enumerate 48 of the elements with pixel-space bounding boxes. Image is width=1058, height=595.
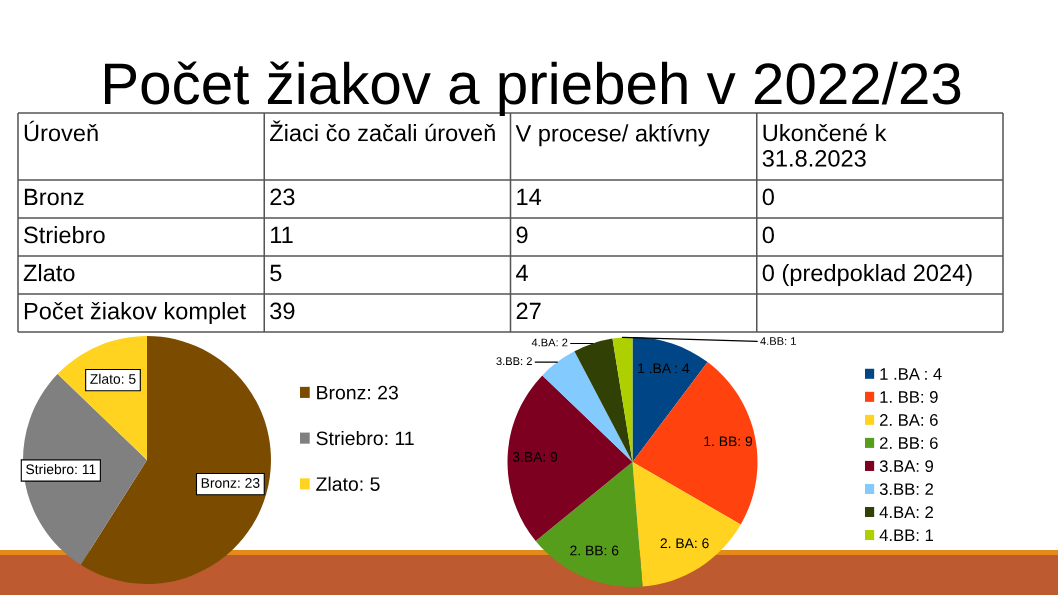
text: 0 — [762, 188, 774, 206]
text: 27 — [516, 302, 541, 320]
data-label: Bronz: 23 — [201, 478, 260, 488]
category-label: Zlato — [23, 263, 75, 282]
pie-slice — [80, 336, 271, 584]
text: Úroveň — [24, 120, 98, 142]
data-label: 4.BB: 1 — [760, 337, 796, 345]
data-label: 3.BB: 2 — [496, 357, 532, 366]
text: 39 — [270, 302, 295, 320]
data-label: 2. BA: 6 — [660, 538, 709, 549]
text: 9 — [516, 226, 528, 244]
data-label: 2. BB: 6 — [570, 545, 619, 556]
legend-label: 2. BB: 6 — [880, 437, 938, 449]
category-label: Počet žiakov komplet — [24, 301, 246, 325]
text: 0 — [762, 226, 774, 244]
legend-label: Bronz: 23 — [317, 385, 398, 400]
data-label: 1. BB: 9 — [704, 436, 753, 447]
category-label: Striebro — [24, 226, 105, 244]
data-label: Striebro: 11 — [26, 463, 96, 475]
text: Počet žiakov a priebeh v 2022/23 — [105, 61, 961, 117]
text: 0 (predpoklad 2024) — [762, 263, 972, 286]
category-label: Bronz — [24, 188, 84, 206]
pie-slice — [632, 462, 741, 587]
legend-label: 1 .BA : 4 — [880, 368, 942, 380]
pie-slice — [507, 375, 633, 542]
pie-slice — [632, 362, 758, 525]
legend-label: Zlato: 5 — [316, 476, 380, 491]
data-label: Zlato: 5 — [90, 373, 136, 384]
data-label: 4.BA: 2 — [531, 338, 568, 347]
text: 4 — [516, 264, 528, 282]
legend-label: Striebro: 11 — [316, 430, 414, 446]
legend-label: 2. BA: 6 — [880, 414, 938, 426]
category-label: Žiaci čo začali úroveň — [270, 120, 495, 142]
text: 5 — [270, 264, 282, 282]
data-label: 3.BA: 9 — [512, 451, 558, 462]
pie-slice — [535, 462, 643, 587]
category-label: V procese/ aktívny — [515, 124, 710, 147]
text: 14 — [517, 188, 542, 206]
category-label: Ukončené k 31.8.2023 — [762, 123, 887, 167]
data-label: 1 .BA : 4 — [638, 363, 690, 374]
text: 11 — [271, 226, 293, 244]
text: 23 — [270, 188, 295, 206]
legend-label: 3.BA: 9 — [879, 460, 934, 472]
legend-label: 3.BB: 2 — [879, 483, 933, 496]
pie-slice — [574, 338, 633, 462]
legend-label: 4.BB: 1 — [879, 529, 934, 541]
legend-label: 4.BA: 2 — [879, 506, 933, 518]
legend-label: 1. BB: 9 — [880, 391, 938, 403]
